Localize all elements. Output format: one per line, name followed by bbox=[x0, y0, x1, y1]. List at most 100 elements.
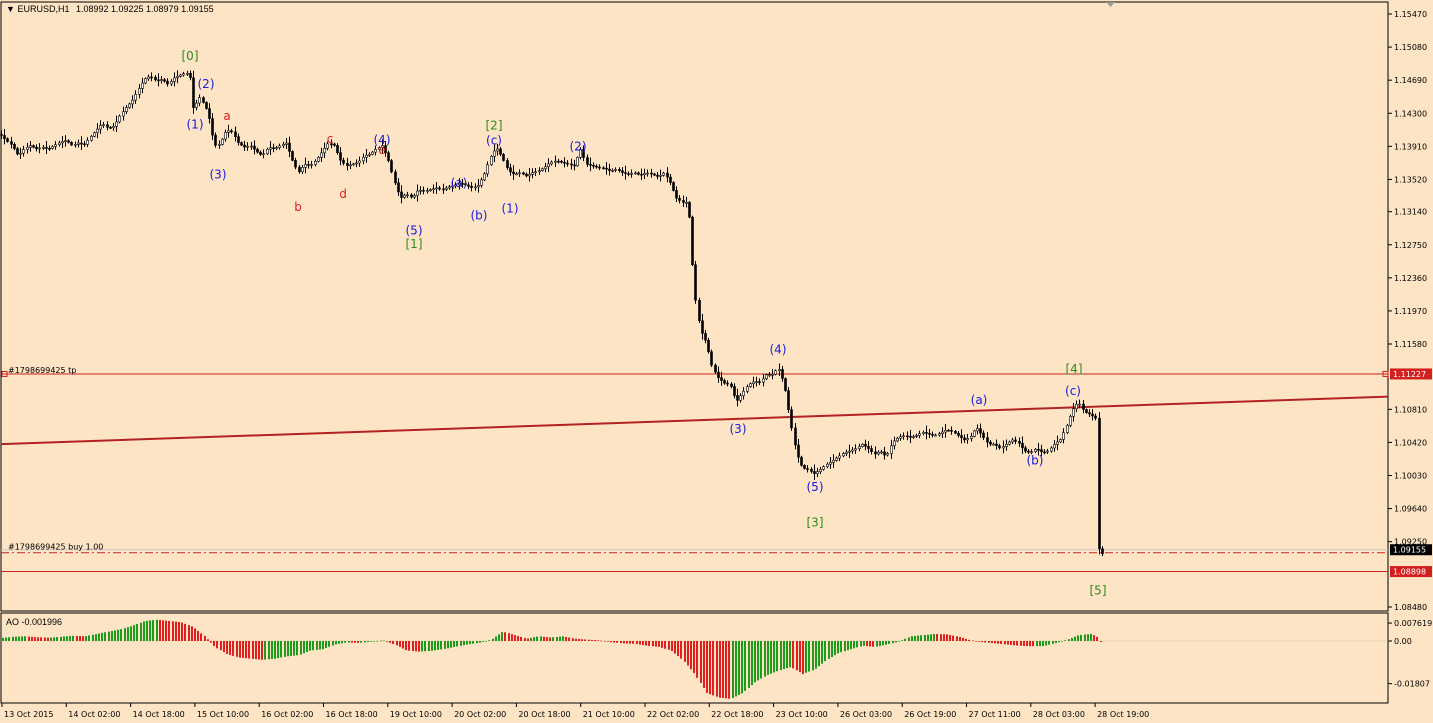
candle-body bbox=[1005, 443, 1008, 447]
candle-body bbox=[246, 145, 249, 148]
ao-bar bbox=[424, 641, 426, 652]
candle-body bbox=[627, 173, 630, 175]
ao-bar bbox=[1074, 636, 1076, 641]
candle-body bbox=[170, 81, 173, 85]
ao-bar bbox=[226, 641, 228, 654]
ao-bar bbox=[568, 637, 570, 641]
price-tick-label: 1.10030 bbox=[1394, 472, 1427, 481]
candle-body bbox=[1101, 548, 1104, 555]
tp-handle-right[interactable] bbox=[1382, 370, 1389, 377]
wave-label: a bbox=[223, 109, 230, 123]
ao-bar bbox=[892, 641, 894, 644]
candle-body bbox=[694, 264, 697, 301]
candle-body bbox=[845, 451, 848, 454]
candle-body bbox=[1018, 441, 1021, 444]
candle-body bbox=[669, 176, 672, 183]
ao-bar bbox=[1013, 641, 1015, 646]
collapse-triangle-icon[interactable]: ▼ bbox=[6, 4, 15, 14]
candle-body bbox=[726, 382, 729, 385]
candle-body bbox=[794, 427, 797, 446]
candle-body bbox=[147, 76, 150, 80]
candle-body bbox=[800, 456, 803, 466]
candle-body bbox=[358, 160, 361, 164]
ao-bar bbox=[757, 641, 759, 681]
candle-body bbox=[458, 183, 461, 186]
tp-handle-left[interactable] bbox=[1, 370, 8, 377]
ao-bar bbox=[844, 641, 846, 652]
candle-body bbox=[413, 195, 416, 198]
candle-body bbox=[560, 160, 563, 163]
ao-bar bbox=[930, 634, 932, 641]
price-tick-label: 1.13140 bbox=[1394, 208, 1427, 217]
ao-bar bbox=[620, 641, 622, 644]
ao-bar bbox=[53, 637, 55, 641]
ao-bar bbox=[408, 641, 410, 651]
ao-bar bbox=[978, 641, 980, 642]
candle-body bbox=[298, 166, 301, 173]
time-tick-label: 19 Oct 10:00 bbox=[390, 710, 442, 719]
ao-bar bbox=[248, 641, 250, 659]
candle-body bbox=[150, 76, 153, 79]
candle-body bbox=[842, 453, 845, 457]
candle-body bbox=[400, 191, 403, 198]
ao-bar bbox=[789, 641, 791, 668]
ao-bar bbox=[959, 636, 961, 641]
ao-bar bbox=[8, 637, 10, 641]
ao-bar bbox=[466, 641, 468, 645]
ao-bar bbox=[268, 641, 270, 660]
ao-bar bbox=[386, 641, 388, 642]
candle-body bbox=[0, 134, 3, 136]
candle-body bbox=[365, 154, 368, 158]
ao-bar bbox=[405, 641, 407, 651]
candle-body bbox=[54, 144, 57, 147]
ao-bar bbox=[984, 641, 986, 643]
candle-body bbox=[208, 108, 211, 119]
time-tick-label: 20 Oct 02:00 bbox=[454, 710, 506, 719]
take-profit-price-label: 1.11227 bbox=[1393, 370, 1426, 379]
candle-body bbox=[710, 351, 713, 366]
candle-body bbox=[378, 147, 381, 150]
ao-bar bbox=[133, 625, 135, 641]
shift-marker-icon[interactable] bbox=[1106, 2, 1115, 7]
candle-body bbox=[605, 167, 608, 170]
ao-bar bbox=[988, 641, 990, 643]
candle-body bbox=[534, 171, 537, 173]
ao-bar bbox=[616, 641, 618, 643]
candle-body bbox=[707, 339, 710, 352]
candle-body bbox=[650, 172, 653, 175]
ao-bar bbox=[559, 636, 561, 641]
candle-body bbox=[230, 130, 233, 133]
candle-body bbox=[579, 149, 582, 158]
candle-body bbox=[976, 428, 979, 432]
ao-bar bbox=[79, 636, 81, 641]
candle-body bbox=[234, 131, 237, 138]
order-line-label: #1798699425 buy 1.00 bbox=[8, 543, 103, 552]
candle-body bbox=[19, 152, 22, 155]
ao-bar bbox=[866, 641, 868, 647]
ao-bar bbox=[12, 636, 14, 641]
ao-bar bbox=[232, 641, 234, 656]
ao-bar bbox=[994, 641, 996, 644]
ao-bar bbox=[130, 626, 132, 641]
candle-body bbox=[922, 432, 925, 435]
candle-body bbox=[182, 73, 185, 76]
candle-body bbox=[867, 445, 870, 449]
ao-bar bbox=[901, 640, 903, 641]
ao-bar bbox=[482, 641, 484, 642]
candle-body bbox=[662, 172, 665, 176]
candle-body bbox=[339, 152, 342, 161]
candle-body bbox=[787, 390, 790, 410]
ao-bar bbox=[24, 636, 26, 641]
candle-body bbox=[851, 449, 854, 452]
ao-bar bbox=[239, 641, 241, 658]
candle-body bbox=[262, 153, 265, 155]
trendline[interactable] bbox=[0, 395, 1389, 446]
wave-label: d bbox=[339, 187, 347, 201]
time-tick-label: 14 Oct 18:00 bbox=[133, 710, 185, 719]
ao-bar bbox=[287, 641, 289, 657]
ao-bar bbox=[943, 634, 945, 641]
ao-bar bbox=[1042, 641, 1044, 647]
ao-bar bbox=[946, 634, 948, 641]
